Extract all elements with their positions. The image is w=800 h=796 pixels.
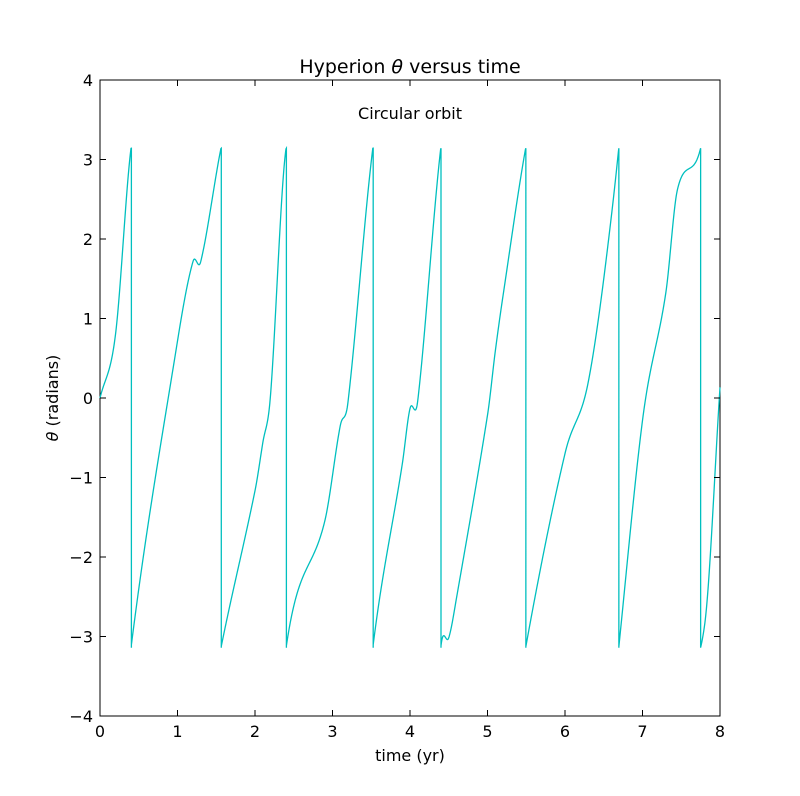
plot-area: 0 1 2 3 4 5 6 7 8 −4 −3 −2 −1 0 1 2 3 4 <box>69 71 725 741</box>
x-tick-label: 5 <box>482 722 492 741</box>
y-tick-label: −3 <box>69 628 93 647</box>
x-tick-label: 6 <box>560 722 570 741</box>
y-tick-label: 3 <box>83 151 93 170</box>
y-tick-label: −1 <box>69 469 93 488</box>
x-axis-label: time (yr) <box>375 746 445 765</box>
y-tick-label: 2 <box>83 230 93 249</box>
x-tick-label: 2 <box>250 722 260 741</box>
plot-frame <box>100 80 720 716</box>
y-tick-label: −4 <box>69 707 93 726</box>
x-tick-label: 4 <box>405 722 415 741</box>
y-tick-label: −2 <box>69 548 93 567</box>
x-tick-label: 0 <box>95 722 105 741</box>
x-tick-label: 3 <box>327 722 337 741</box>
x-tick-label: 7 <box>637 722 647 741</box>
x-tick-label: 8 <box>715 722 725 741</box>
annotation-circular-orbit: Circular orbit <box>358 104 462 123</box>
y-tick-label: 1 <box>83 310 93 329</box>
y-axis-label: θ (radians) <box>43 355 62 442</box>
y-tick-label: 4 <box>83 71 93 90</box>
chart-title: Hyperion θ versus time <box>299 56 520 78</box>
x-tick-label: 1 <box>172 722 182 741</box>
y-tick-label: 0 <box>83 389 93 408</box>
